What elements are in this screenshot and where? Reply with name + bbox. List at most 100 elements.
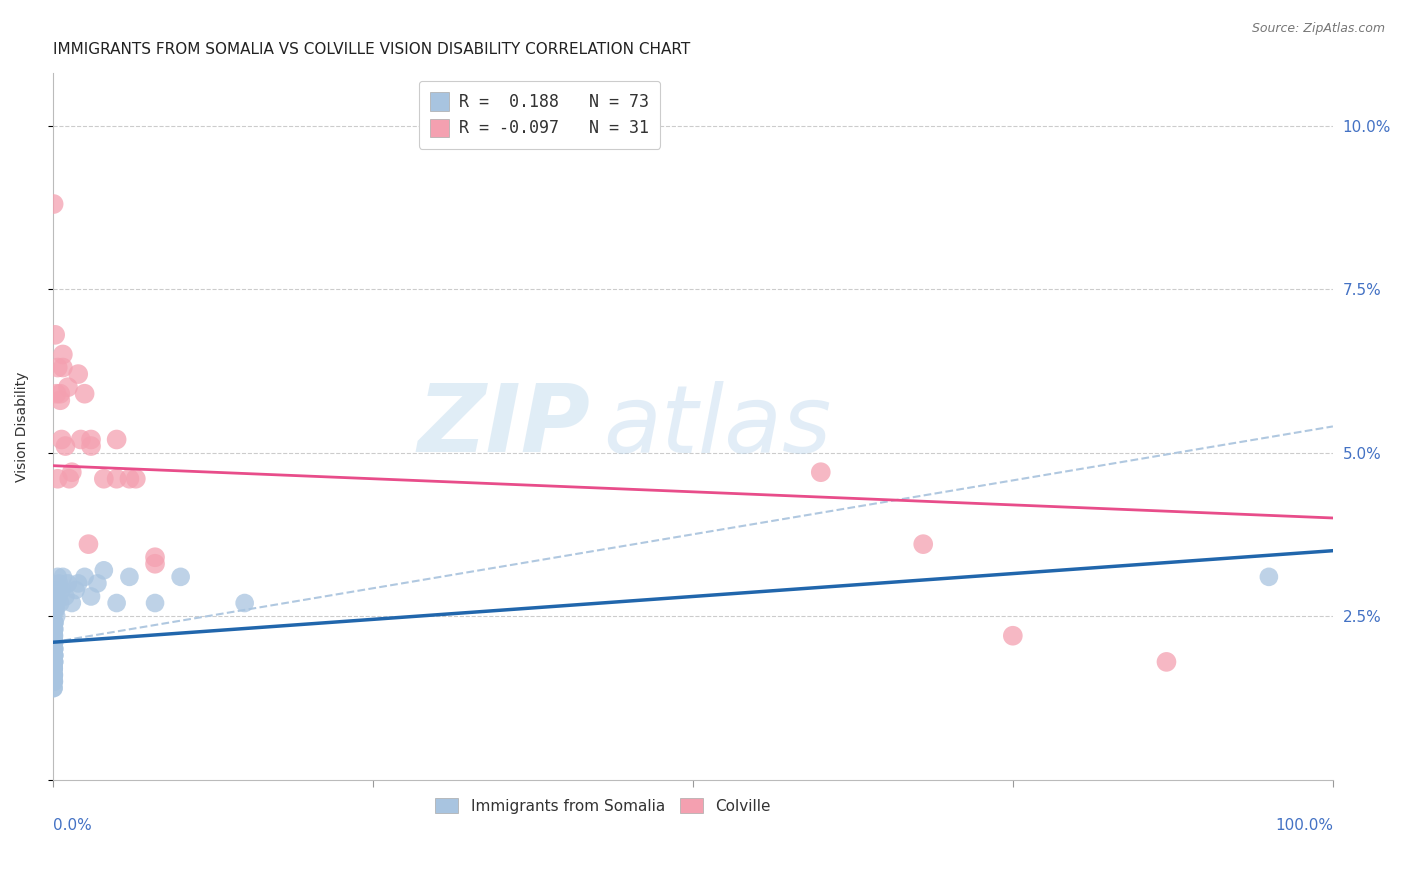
Point (46, 570, 69, 584)
Point (125, 472, 148, 486)
Point (42, 622, 65, 636)
Point (42, 661, 65, 675)
Point (42, 635, 65, 649)
Point (46, 360, 69, 375)
Point (42, 648, 65, 663)
Point (42, 668, 65, 682)
Point (42, 668, 65, 682)
Point (42, 671, 65, 685)
Point (42, 629, 65, 643)
Point (42, 641, 65, 656)
Point (42, 681, 65, 695)
Point (86, 576, 108, 591)
Point (810, 465, 832, 479)
Point (42, 629, 65, 643)
Point (56, 380, 79, 394)
Point (60, 465, 83, 479)
Point (42, 635, 65, 649)
Point (42, 681, 65, 695)
Text: IMMIGRANTS FROM SOMALIA VS COLVILLE VISION DISABILITY CORRELATION CHART: IMMIGRANTS FROM SOMALIA VS COLVILLE VISI… (52, 42, 690, 57)
Point (60, 596, 83, 610)
Point (42, 674, 65, 689)
Point (44, 655, 66, 669)
Point (233, 596, 256, 610)
Point (912, 537, 935, 551)
Point (42, 674, 65, 689)
Point (42, 655, 65, 669)
Text: 100.0%: 100.0% (1275, 819, 1333, 833)
Point (52, 570, 75, 584)
Point (80, 433, 103, 447)
Point (42, 635, 65, 649)
Point (42, 615, 65, 630)
Y-axis label: Vision Disability: Vision Disability (15, 371, 30, 482)
Point (46, 582, 69, 597)
Point (42, 641, 65, 656)
Point (49, 596, 72, 610)
Point (58, 472, 80, 486)
Point (52, 347, 75, 361)
Point (51, 433, 73, 447)
Point (44, 648, 66, 663)
Point (45, 602, 67, 616)
Point (42, 661, 65, 675)
Point (105, 472, 128, 486)
Point (42, 648, 65, 663)
Point (118, 570, 141, 584)
Point (45, 596, 67, 610)
Point (42, 641, 65, 656)
Point (44, 615, 66, 630)
Point (42, 648, 65, 663)
Point (42, 661, 65, 675)
Point (143, 596, 166, 610)
Point (169, 570, 191, 584)
Point (42, 674, 65, 689)
Point (42, 655, 65, 669)
Point (55, 439, 77, 453)
Point (42, 668, 65, 682)
Point (93, 472, 115, 486)
Point (1156, 655, 1178, 669)
Point (51, 582, 73, 597)
Point (44, 596, 66, 610)
Point (44, 602, 66, 616)
Point (42, 197, 65, 211)
Point (143, 550, 166, 565)
Point (49, 386, 72, 401)
Point (48, 576, 70, 591)
Point (44, 615, 66, 630)
Point (42, 629, 65, 643)
Text: Source: ZipAtlas.com: Source: ZipAtlas.com (1251, 22, 1385, 36)
Point (42, 668, 65, 682)
Text: 0.0%: 0.0% (52, 819, 91, 833)
Point (67, 367, 90, 381)
Text: atlas: atlas (603, 381, 831, 472)
Point (48, 590, 70, 604)
Point (80, 439, 103, 453)
Point (77, 537, 100, 551)
Point (1257, 570, 1279, 584)
Point (42, 641, 65, 656)
Point (45, 386, 67, 401)
Point (105, 596, 128, 610)
Point (42, 635, 65, 649)
Point (67, 576, 90, 591)
Point (46, 472, 69, 486)
Point (1001, 629, 1024, 643)
Point (44, 327, 66, 342)
Legend: Immigrants from Somalia, Colville: Immigrants from Somalia, Colville (427, 790, 779, 822)
Point (42, 629, 65, 643)
Point (44, 635, 66, 649)
Point (42, 629, 65, 643)
Point (143, 557, 166, 571)
Point (44, 648, 66, 663)
Point (80, 590, 103, 604)
Point (42, 622, 65, 636)
Point (65, 582, 87, 597)
Point (73, 570, 96, 584)
Point (42, 661, 65, 675)
Point (44, 590, 66, 604)
Point (93, 563, 115, 577)
Point (55, 590, 77, 604)
Point (105, 433, 128, 447)
